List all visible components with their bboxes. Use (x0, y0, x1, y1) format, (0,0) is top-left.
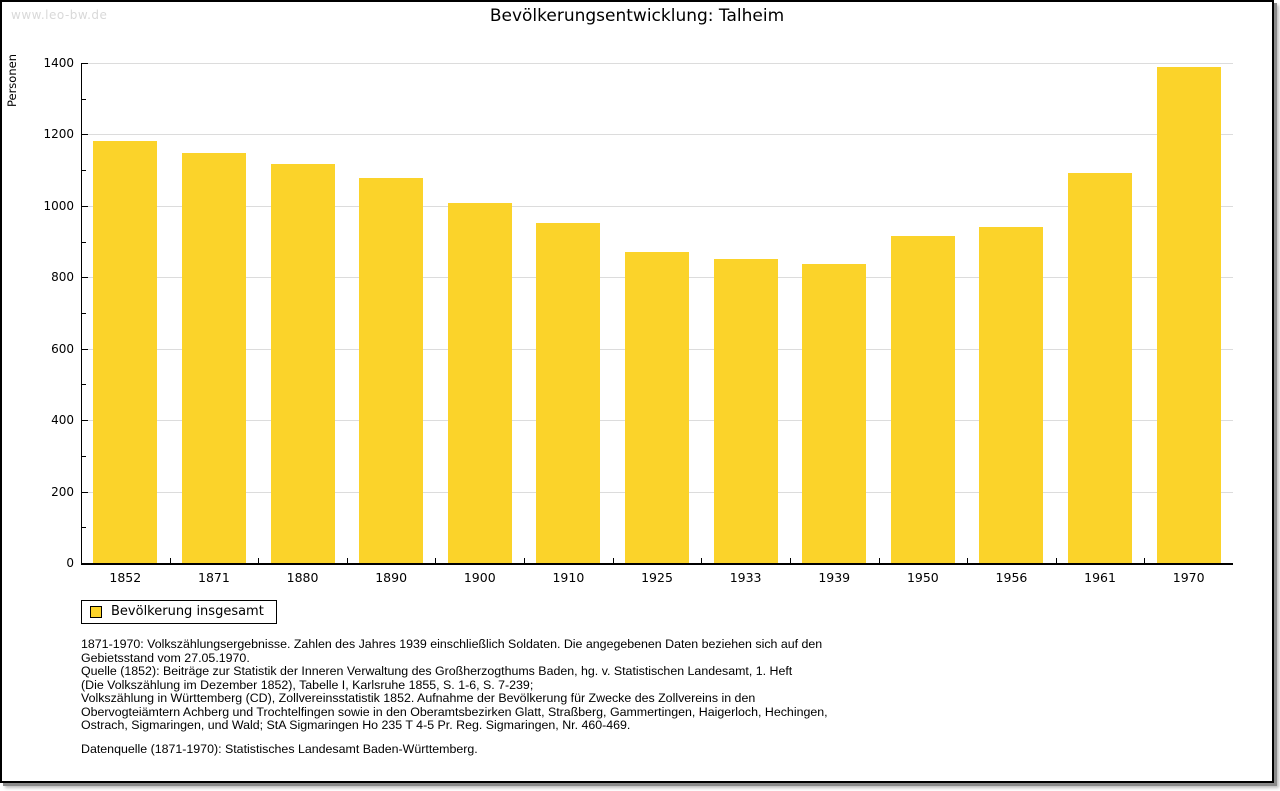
y-minor-tick-900 (82, 241, 86, 243)
y-tick-label-200: 200 (51, 484, 74, 499)
bar-1925 (625, 251, 689, 563)
x-tick-label-1871: 1871 (198, 570, 230, 585)
y-axis-line (81, 63, 82, 563)
x-boundary-tick-8 (789, 558, 791, 563)
x-tick-label-1956: 1956 (995, 570, 1028, 585)
x-tick-label-1939: 1939 (818, 570, 851, 585)
page-title: Bevölkerungsentwicklung: Talheim (489, 6, 785, 26)
y-tick-label-600: 600 (51, 341, 74, 356)
source-note-line: 1871-1970: Volkszählungsergebnisse. Zahl… (81, 637, 823, 651)
source-note-line: Gebietsstand vom 27.05.1970. (81, 650, 250, 665)
bar-1950 (890, 236, 955, 563)
y-tick-800 (82, 277, 88, 279)
bar-1890 (359, 178, 424, 563)
bar-1933 (713, 259, 778, 563)
y-tick-400 (82, 420, 88, 422)
y-axis-label: Personen (5, 54, 19, 108)
x-boundary-tick-6 (612, 558, 614, 563)
bar-1970 (1156, 66, 1221, 563)
legend-label: Bevölkerung insgesamt (111, 604, 264, 619)
y-minor-tick-700 (82, 313, 86, 314)
bar-1900 (447, 203, 512, 563)
bar-1910 (536, 223, 601, 563)
source-note-line: Quelle (1852): Beiträge zur Statistik de… (81, 664, 793, 678)
x-boundary-tick-7 (701, 558, 703, 563)
source-notes-lines: 1871-1970: Volkszählungsergebnisse. Zahl… (81, 637, 1231, 733)
y-tick-label-1400: 1400 (43, 56, 74, 70)
watermark: www.leo-bw.de (11, 8, 108, 22)
y-tick-label-1200: 1200 (43, 127, 74, 142)
source-note-line: Volkszählung in Württemberg (CD), Zollve… (81, 691, 756, 705)
y-tick-1400 (82, 63, 88, 64)
y-tick-label-400: 400 (51, 413, 74, 428)
y-minor-tick-1100 (82, 170, 86, 172)
x-tick-label-1890: 1890 (375, 570, 408, 585)
y-tick-0 (82, 563, 88, 564)
x-boundary-tick-2 (258, 558, 260, 563)
x-boundary-tick-12 (1144, 558, 1146, 563)
y-tick-200 (82, 491, 88, 493)
x-tick-label-1970: 1970 (1172, 570, 1205, 585)
y-tick-label-1000: 1000 (43, 198, 74, 213)
y-tick-label-0: 0 (66, 556, 74, 570)
source-note-line: Obervogteiämtern Achberg und Trochtelfin… (81, 704, 828, 719)
source-note-line: (Die Volkszählung im Dezember 1852), Tab… (81, 677, 534, 692)
x-tick-label-1925: 1925 (641, 570, 673, 585)
bar-1871 (181, 153, 246, 563)
legend-color-swatch (90, 605, 102, 618)
x-tick-label-1910: 1910 (552, 570, 585, 585)
y-tick-1000 (82, 205, 88, 207)
legend-box: Bevölkerung insgesamt (81, 600, 277, 624)
x-boundary-tick-11 (1055, 558, 1057, 563)
y-tick-1200 (82, 134, 88, 136)
y-minor-tick-500 (82, 384, 86, 386)
y-minor-tick-300 (82, 455, 86, 457)
source-notes: 1871-1970: Volkszählungsergebnisse. Zahl… (81, 637, 1231, 756)
gridline-1000 (81, 205, 1233, 207)
y-tick-label-800: 800 (51, 270, 74, 285)
gridline-1400 (81, 63, 1233, 64)
x-boundary-tick-10 (967, 558, 969, 563)
source-note-line: Ostrach, Sigmaringen, und Wald; StA Sigm… (81, 718, 631, 732)
y-tick-600 (82, 348, 88, 350)
bar-1961 (1068, 173, 1133, 563)
x-tick-label-1950: 1950 (906, 570, 939, 585)
y-minor-tick-1300 (82, 98, 86, 100)
x-tick-label-1961: 1961 (1084, 570, 1116, 585)
x-boundary-tick-9 (878, 558, 880, 563)
gridline-1200 (81, 134, 1233, 136)
x-boundary-tick-1 (169, 558, 171, 563)
x-boundary-tick-4 (435, 558, 437, 563)
x-tick-label-1933: 1933 (729, 570, 762, 585)
y-minor-tick-100 (82, 527, 86, 529)
bar-1852 (93, 140, 158, 563)
x-tick-label-1852: 1852 (109, 570, 142, 585)
x-tick-label-1880: 1880 (286, 570, 319, 585)
x-boundary-tick-5 (524, 558, 526, 563)
x-axis-line (81, 563, 1233, 565)
x-tick-label-1900: 1900 (463, 570, 496, 585)
bar-1956 (979, 227, 1044, 563)
x-boundary-tick-3 (346, 558, 348, 563)
bar-1939 (802, 264, 867, 563)
bar-1880 (270, 164, 335, 563)
datasource-line: Datenquelle (1871-1970): Statistisches L… (81, 741, 478, 756)
